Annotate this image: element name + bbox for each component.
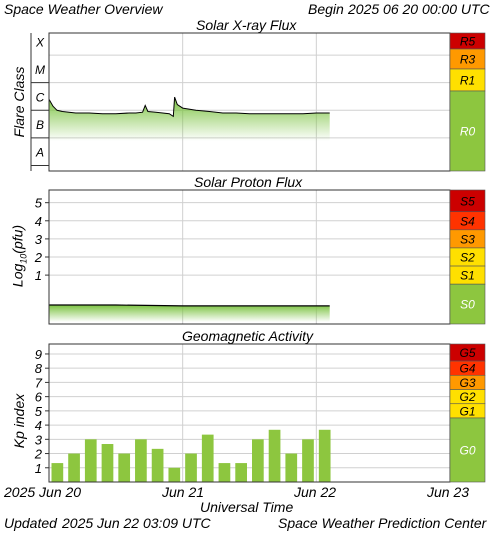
plot-area — [49, 33, 450, 171]
kp-bar — [235, 463, 247, 482]
kp-bar — [68, 453, 80, 482]
kp-y-tick-label: 8 — [35, 361, 43, 376]
r-scale-r5-label: R5 — [460, 35, 476, 49]
kp-y-tick-label: 3 — [35, 432, 43, 447]
geomag-panel-title: Geomagnetic Activity — [182, 328, 313, 344]
proton-panel-title: Solar Proton Flux — [194, 174, 303, 190]
x-tick-jun20: 2025 Jun 20 — [4, 484, 82, 500]
proton-y-tick-label: 1 — [35, 268, 42, 283]
g-scale-g2-label: G2 — [459, 390, 475, 404]
r-scale-r0-band — [449, 90, 486, 172]
begin-label: Begin — [308, 1, 344, 17]
xray-class-label: C — [36, 90, 45, 104]
s-scale-s1-label: S1 — [460, 269, 475, 283]
kp-bar — [168, 467, 181, 482]
kp-bar — [302, 439, 314, 482]
kp-y-tick-label: 9 — [35, 347, 42, 362]
s-scale-s2-label: S2 — [460, 251, 475, 265]
x-tick-jun21: Jun 21 — [162, 484, 205, 500]
s-scale-s4-label: S4 — [460, 214, 475, 228]
proton-y-tick-label: 4 — [35, 214, 42, 229]
plot-area — [49, 344, 450, 482]
kp-bar — [51, 463, 64, 482]
xray-flux-line — [48, 96, 330, 118]
x-tick-jun22: Jun 22 — [294, 484, 337, 500]
proton-y-tick-label: 3 — [35, 232, 43, 247]
kp-y-tick-label: 4 — [35, 418, 42, 433]
s-scale-s0-label: S0 — [460, 298, 475, 312]
xray-class-label: A — [35, 146, 44, 160]
g-scale-g4-label: G4 — [459, 362, 475, 376]
kp-bar — [185, 453, 197, 482]
kp-bar — [218, 463, 231, 482]
overview-title: Space Weather Overview — [4, 1, 163, 17]
proton-flux-line — [49, 304, 330, 307]
kp-bar — [252, 439, 264, 482]
proton-y-tick-label: 5 — [35, 196, 43, 211]
xray-panel-title: Solar X-ray Flux — [196, 17, 297, 33]
kp-bar — [101, 444, 114, 482]
kp-bar — [285, 453, 298, 482]
kp-y-tick-label: 2 — [34, 447, 43, 462]
kp-bar — [201, 434, 214, 482]
r-scale-r1-label: R1 — [460, 74, 475, 88]
x-axis-label: Universal Time — [200, 499, 294, 515]
g-scale-g3-label: G3 — [459, 376, 475, 390]
kp-bar — [151, 448, 164, 482]
xray-class-label: B — [36, 118, 44, 132]
proton-flux-fill — [49, 305, 330, 322]
s-scale-s5-label: S5 — [460, 194, 475, 208]
kp-bar — [118, 453, 131, 482]
s-scale-s0-band — [449, 283, 486, 325]
begin-date: 2025 06 20 00:00 UTC — [348, 1, 490, 17]
kp-y-tick-label: 1 — [35, 461, 42, 476]
kp-bar — [318, 429, 331, 482]
g-scale-g0-label: G0 — [459, 443, 475, 457]
kp-y-tick-label: 5 — [35, 404, 43, 419]
kp-y-tick-label: 7 — [35, 375, 43, 390]
r-scale-r0-label: R0 — [460, 125, 476, 139]
kp-bar — [135, 439, 147, 482]
updated-date: 2025 Jun 22 03:09 UTC — [62, 515, 211, 531]
g-scale-g1-label: G1 — [459, 404, 475, 418]
r-scale-r3-label: R3 — [460, 53, 476, 67]
g-scale-g0-band — [449, 417, 486, 483]
s-scale-s3-label: S3 — [460, 232, 475, 246]
kp-y-tick-label: 6 — [35, 390, 43, 405]
x-tick-jun23: Jun 23 — [427, 484, 470, 500]
updated-label: Updated — [4, 515, 57, 531]
xray-class-label: X — [35, 35, 45, 49]
xray-flux-fill — [49, 97, 330, 141]
swpc-credit: Space Weather Prediction Center — [278, 515, 487, 531]
kp-bar — [268, 429, 281, 482]
g-scale-g5-label: G5 — [459, 346, 475, 360]
xray-class-label: M — [35, 63, 45, 77]
kp-bar — [84, 439, 97, 482]
proton-y-tick-label: 2 — [34, 250, 43, 265]
